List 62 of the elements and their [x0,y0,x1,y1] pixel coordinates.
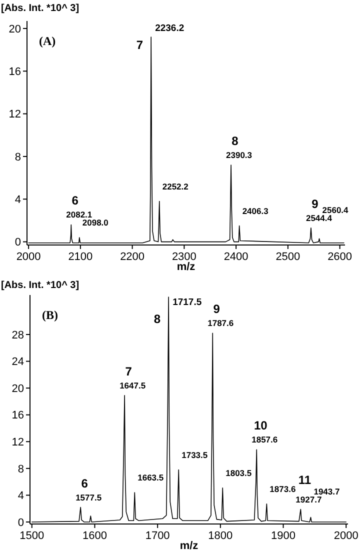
x-tick-label: 1700 [145,530,170,542]
y-tick-label: 24 [12,356,24,368]
annotation: 1647.5 [120,380,146,390]
y-tick-label: 4 [18,490,24,502]
annotation: 10 [254,418,268,433]
annotation: 2082.1 [66,210,92,220]
x-tick-label: 1500 [20,530,44,542]
text: (B) [42,308,58,322]
x-axis-title: m/z [176,261,196,273]
annotation: 1733.5 [182,450,208,460]
annotation: 1873.6 [270,484,296,494]
y-tick-label: 4 [14,194,21,206]
x-tick-label: 2000 [334,530,358,542]
annotation: 9 [213,302,220,316]
x-tick-label: 1800 [208,530,233,542]
y-axis-title: [Abs. Int. *10^ 3] [1,280,80,291]
annotation: 8 [154,312,161,326]
x-tick-label: 1600 [82,530,107,542]
y-tick-label: 20 [12,382,24,395]
y-tick-label: 20 [8,23,21,36]
y-tick-label: 12 [8,108,21,121]
x-tick-label: 2100 [68,251,93,263]
annotation: 2098.0 [82,218,109,228]
y-axis-title: [Abs. Int. *10^ 3] [1,3,80,14]
y-tick-label: 0 [18,516,24,529]
y-tick-label: 8 [18,463,24,476]
annotation: 2544.4 [306,212,332,223]
x-tick-label: 2600 [328,251,352,263]
annotation: 7 [125,364,132,378]
annotation: 2236.2 [155,23,184,34]
annotation: 2252.2 [162,181,189,192]
annotation: 8 [232,134,239,148]
y-tick-label: 0 [14,236,21,249]
annotation: 6 [81,476,88,490]
x-tick-label: 2300 [172,251,196,263]
annotation: 2560.4 [322,205,349,216]
annotation: 1663.5 [138,472,164,483]
text: (A) [39,34,56,48]
y-tick-label: 16 [8,66,21,78]
annotation: 1577.5 [76,492,102,502]
annotation: 11 [298,473,312,488]
y-tick-label: 16 [12,410,24,422]
annotation: 9 [312,196,319,211]
y-tick-label: 28 [12,329,24,342]
annotation: 6 [72,194,79,208]
annotation: 2390.3 [226,150,252,160]
y-tick-label: 12 [12,436,24,448]
x-tick-label: 2200 [120,251,145,263]
x-tick-label: 2400 [224,251,248,263]
annotation: 2406.3 [242,206,269,216]
y-tick-label: 8 [14,151,21,164]
x-tick-label: 2500 [276,251,300,263]
x-axis-title: m/z [180,540,199,550]
annotation: 1857.6 [252,434,278,445]
x-tick-label: 2000 [16,251,41,263]
annotation: 1787.6 [208,318,234,328]
annotation: 1717.5 [172,297,202,308]
annotation: 1943.7 [314,486,340,496]
x-tick-label: 1900 [271,530,296,542]
annotation: 1927.7 [296,494,322,504]
annotation: 1803.5 [226,468,252,478]
annotation: 7 [136,38,144,52]
